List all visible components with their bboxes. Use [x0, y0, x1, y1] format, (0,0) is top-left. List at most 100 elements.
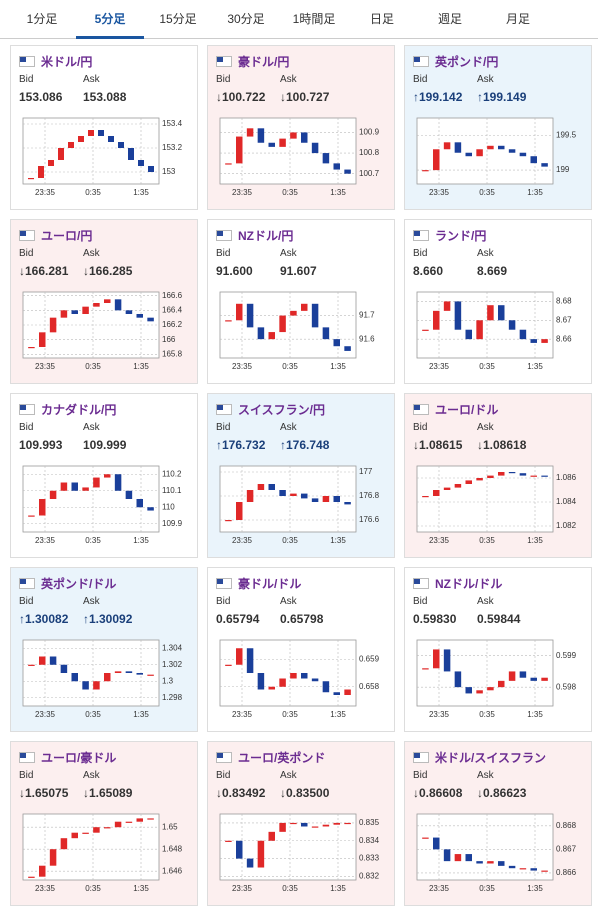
- pair-name: スイスフラン/円: [238, 403, 325, 417]
- tab[interactable]: 月足: [505, 12, 530, 26]
- y-tick-label: 0.866: [556, 868, 577, 877]
- bid-label: Bid: [19, 422, 34, 433]
- candle: [454, 484, 462, 488]
- bid-value: ↓166.281: [19, 264, 69, 278]
- candle: [257, 327, 265, 340]
- tab[interactable]: 日足: [369, 12, 394, 26]
- candle: [268, 484, 275, 490]
- currency-card[interactable]: 英ポンド/円 Bid Ask ↑199.142 ↑199.149 199 199.5 23:3…: [404, 45, 592, 210]
- y-tick-label: 0.598: [556, 682, 577, 691]
- currency-card[interactable]: 米ドル/円 Bid Ask 153.086 153.088 153 153.2 153.4 23…: [10, 45, 198, 210]
- x-tick-label: 0:35: [282, 536, 298, 545]
- mini-chart: 8.66 8.67 8.68 23:35 0:35 1:35: [416, 291, 572, 371]
- plot-area: [416, 117, 554, 185]
- candle: [104, 827, 111, 829]
- plot-area: [416, 813, 554, 881]
- candle: [148, 166, 154, 172]
- candle: [246, 648, 254, 673]
- flag: [413, 404, 429, 415]
- y-tick-label: 166: [162, 335, 176, 344]
- tab[interactable]: 5分足: [76, 0, 144, 39]
- mini-chart: 0.598 0.599 23:35 0:35 1:35: [416, 639, 577, 719]
- candle: [443, 849, 451, 862]
- currency-card[interactable]: カナダドル/円 Bid Ask 109.993 109.999 109.9 110 110.1…: [10, 393, 198, 558]
- x-tick-label: 1:35: [330, 362, 346, 371]
- y-tick-label: 1.3: [162, 676, 174, 685]
- candle: [136, 818, 143, 822]
- ask-value: ↓166.285: [83, 264, 133, 278]
- candle: [465, 329, 472, 340]
- candle: [508, 472, 516, 474]
- y-tick-label: 153: [162, 167, 176, 176]
- bid-label: Bid: [216, 248, 231, 259]
- currency-card[interactable]: 英ポンド/ドル Bid Ask ↑1.30082 ↑1.30092 1.298 1.3 1.3…: [10, 567, 198, 732]
- candle: [454, 301, 462, 330]
- plot-area: [416, 291, 554, 359]
- tab[interactable]: 週足: [437, 12, 462, 26]
- currency-card[interactable]: スイスフラン/円 Bid Ask ↑176.732 ↑176.748 176.6 176.8…: [207, 393, 395, 558]
- x-tick-label: 1:35: [527, 710, 543, 719]
- currency-card[interactable]: ユーロ/ドル Bid Ask ↓1.08615 ↓1.08618 1.082 1.084 1.…: [404, 393, 592, 558]
- currency-card[interactable]: NZドル/ドル Bid Ask 0.59830 0.59844 0.598 0.599 23:…: [404, 567, 592, 732]
- x-tick-label: 0:35: [85, 188, 101, 197]
- tab[interactable]: 30分足: [227, 12, 265, 26]
- x-tick-label: 0:35: [479, 884, 495, 893]
- ask-label: Ask: [477, 596, 494, 607]
- currency-card[interactable]: ユーロ/英ポンド Bid Ask ↓0.83492 ↓0.83500 0.832 0.833…: [207, 741, 395, 906]
- bid-value: ↑176.732: [216, 438, 266, 452]
- candle: [114, 821, 122, 828]
- candle: [433, 490, 440, 496]
- candle: [71, 310, 78, 314]
- candle: [71, 832, 78, 839]
- currency-card[interactable]: NZドル/円 Bid Ask 91.600 91.607 91.6 91.7 23:35 0:3…: [207, 219, 395, 384]
- candle: [443, 487, 451, 490]
- tab[interactable]: 1分足: [26, 12, 58, 26]
- mini-chart: 91.6 91.7 23:35 0:35 1:35: [219, 291, 375, 371]
- candle: [476, 478, 483, 481]
- pair-name: ユーロ/英ポンド: [238, 751, 326, 765]
- candle: [60, 838, 68, 850]
- x-tick-label: 23:35: [429, 710, 450, 719]
- bid-value: ↑1.30082: [19, 612, 69, 626]
- tab[interactable]: 15分足: [159, 12, 197, 26]
- currency-card[interactable]: ランド/円 Bid Ask 8.660 8.669 8.66 8.67 8.68 23:35 0:…: [404, 219, 592, 384]
- candle: [225, 840, 232, 842]
- x-tick-label: 1:35: [330, 188, 346, 197]
- currency-card[interactable]: 米ドル/スイスフラン Bid Ask ↓0.86608 ↓0.86623 0.866 0.8…: [404, 741, 592, 906]
- candle: [530, 475, 537, 477]
- candle: [498, 305, 505, 321]
- candle: [476, 320, 483, 340]
- candle: [508, 149, 516, 153]
- candle: [519, 868, 527, 870]
- tab[interactable]: 1時間足: [292, 12, 336, 26]
- candle: [225, 320, 232, 322]
- bid-label: Bid: [216, 596, 231, 607]
- bid-value: 109.993: [19, 438, 63, 452]
- candle: [454, 142, 462, 153]
- currency-card[interactable]: 豪ドル/ドル Bid Ask 0.65794 0.65798 0.658 0.659 23:3…: [207, 567, 395, 732]
- candle: [344, 822, 351, 825]
- candle: [333, 822, 340, 825]
- ask-value: ↓1.08618: [477, 438, 527, 452]
- candle: [487, 145, 494, 150]
- currency-card[interactable]: ユーロ/円 Bid Ask ↓166.281 ↓166.285 165.8 166 166.2…: [10, 219, 198, 384]
- bid-value: ↓0.86608: [413, 786, 463, 800]
- x-tick-label: 1:35: [330, 710, 346, 719]
- candle: [114, 671, 122, 673]
- x-tick-label: 23:35: [35, 536, 56, 545]
- y-tick-label: 1.082: [556, 521, 577, 530]
- candle: [257, 128, 265, 143]
- candle: [519, 671, 527, 678]
- candle: [93, 303, 100, 307]
- candle: [519, 329, 527, 340]
- bid-value: ↓1.08615: [413, 438, 463, 452]
- x-tick-label: 0:35: [85, 362, 101, 371]
- candle: [104, 673, 111, 682]
- x-tick-label: 23:35: [429, 536, 450, 545]
- currency-card[interactable]: ユーロ/豪ドル Bid Ask ↓1.65075 ↓1.65089 1.646 1.648 1…: [10, 741, 198, 906]
- candle: [28, 347, 35, 349]
- candle: [333, 163, 340, 170]
- x-tick-label: 23:35: [232, 188, 253, 197]
- currency-card[interactable]: 豪ドル/円 Bid Ask ↓100.722 ↓100.727 100.7 100.8 100…: [207, 45, 395, 210]
- x-tick-label: 23:35: [232, 362, 253, 371]
